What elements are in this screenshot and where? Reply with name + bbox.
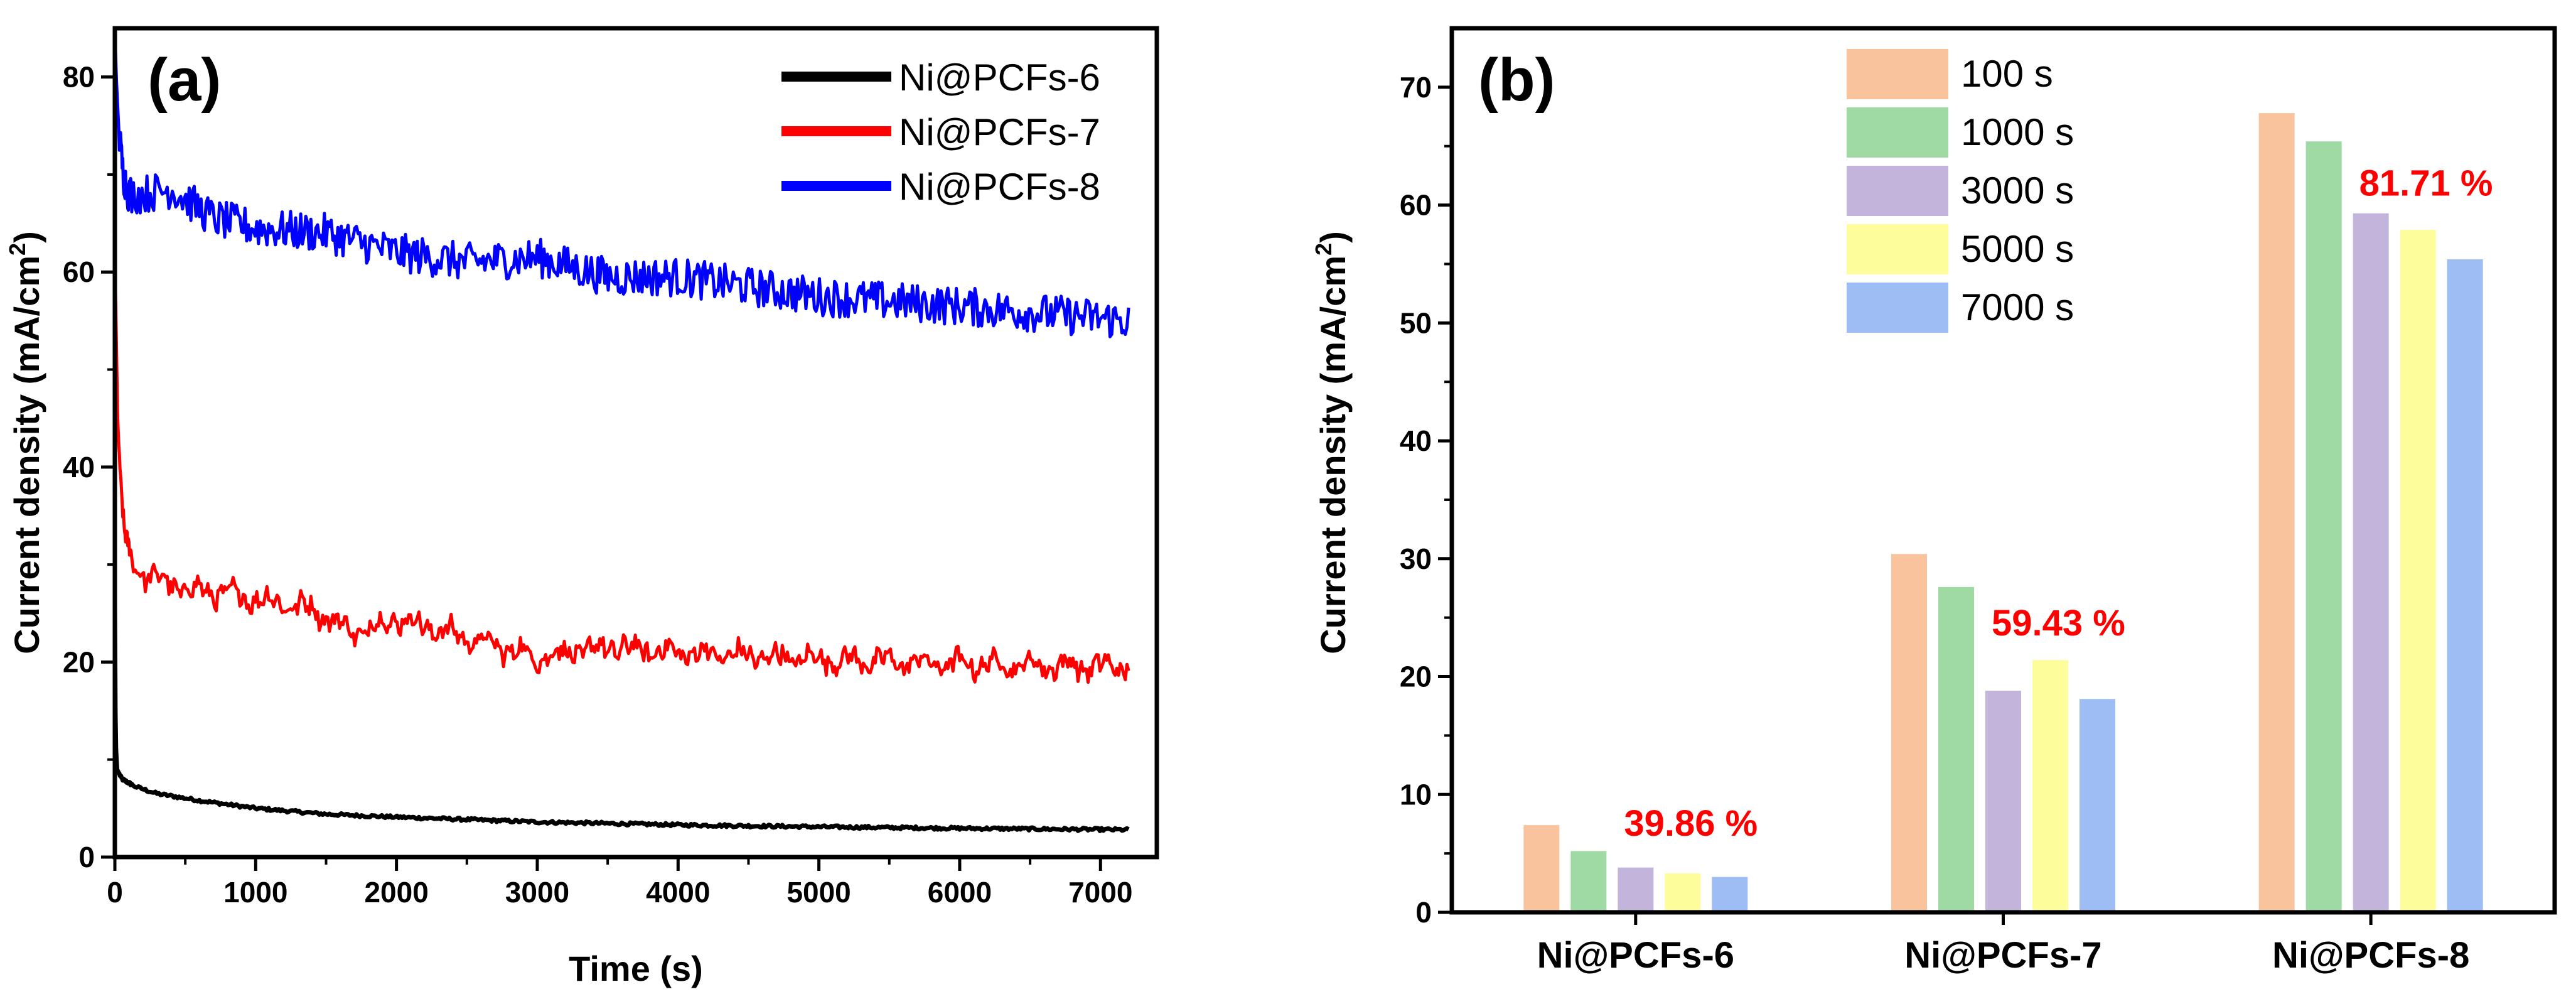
y-tick-label: 0 bbox=[78, 841, 95, 873]
legend-label: 1000 s bbox=[1961, 111, 2074, 153]
y-tick-label: 40 bbox=[63, 451, 95, 483]
bar bbox=[2305, 141, 2342, 912]
y-tick-label: 20 bbox=[1400, 661, 1432, 693]
bar bbox=[1570, 851, 1607, 912]
series-line-ni-pcfs-6 bbox=[112, 603, 1130, 833]
y-axis-title-main: Current density (mA/cm bbox=[1313, 256, 1353, 654]
y-tick-label: 60 bbox=[1400, 189, 1432, 222]
y-tick-label: 10 bbox=[1400, 778, 1432, 811]
bar bbox=[2353, 213, 2389, 912]
bar bbox=[1618, 867, 1654, 912]
bar bbox=[1938, 586, 1974, 912]
y-tick-label: 20 bbox=[63, 645, 95, 678]
legend-label: 5000 s bbox=[1961, 228, 2074, 270]
x-tick-label: 3000 bbox=[505, 876, 569, 909]
y-axis-title-superscript: 2 bbox=[4, 243, 30, 256]
y-tick-label: 40 bbox=[1400, 424, 1432, 457]
y-axis-title-main: Current density (mA/cm bbox=[7, 256, 46, 654]
legend-label: 7000 s bbox=[1961, 286, 2074, 328]
x-axis-title: Time (s) bbox=[569, 949, 703, 988]
bar bbox=[1523, 825, 1560, 912]
bar bbox=[1985, 691, 2021, 912]
category-label: Ni@PCFs-8 bbox=[2272, 935, 2469, 976]
y-axis-title-close: ) bbox=[7, 231, 46, 243]
plot-frame-a bbox=[112, 26, 1159, 860]
retention-annotation: 81.71 % bbox=[2359, 163, 2493, 204]
bar bbox=[1891, 554, 1927, 912]
category-label: Ni@PCFs-7 bbox=[1904, 935, 2101, 976]
legend-label: Ni@PCFs-7 bbox=[899, 111, 1100, 153]
x-tick-label: 0 bbox=[107, 876, 123, 909]
retention-annotation: 59.43 % bbox=[1992, 603, 2125, 644]
x-tick-label: 2000 bbox=[364, 876, 428, 909]
legend-swatch bbox=[1847, 224, 1948, 274]
panel-b-bar-chart: 0 10 20 30 40 50 60 70 Ni@PCFs-6 Ni@PCFs-7 Ni@PCFs… bbox=[1311, 26, 2557, 976]
panel-label-a: (a) bbox=[148, 46, 221, 114]
y-tick-label: 50 bbox=[1400, 306, 1432, 339]
bar bbox=[2447, 259, 2483, 913]
category-label: Ni@PCFs-6 bbox=[1537, 935, 1734, 976]
legend-swatch bbox=[1847, 49, 1948, 99]
legend-label: 100 s bbox=[1961, 53, 2053, 95]
bar bbox=[1665, 873, 1701, 912]
y-tick-label: 70 bbox=[1400, 71, 1432, 104]
bar bbox=[2080, 699, 2115, 912]
series-line-ni-pcfs-8 bbox=[113, 28, 1130, 338]
y-tick-label: 30 bbox=[1400, 542, 1432, 575]
y-axis-title: Current density (mA/cm2) bbox=[4, 231, 46, 654]
x-tick-label: 1000 bbox=[223, 876, 287, 909]
legend-swatch bbox=[1847, 283, 1948, 333]
y-axis-title-superscript: 2 bbox=[1311, 243, 1336, 256]
x-tick-label: 6000 bbox=[928, 876, 992, 909]
y-axis-title-close: ) bbox=[1313, 231, 1353, 243]
series-line-ni-pcfs-7 bbox=[113, 252, 1130, 684]
legend-swatch bbox=[1847, 107, 1948, 158]
legend-label: Ni@PCFs-6 bbox=[899, 57, 1100, 99]
panel-a-line-chart: 0 1000 2000 3000 4000 5000 6000 7000 0 20 40 60 80 Ti… bbox=[4, 26, 1159, 988]
bar bbox=[2032, 660, 2068, 912]
legend-label: Ni@PCFs-8 bbox=[899, 166, 1100, 208]
x-tick-label: 5000 bbox=[786, 876, 851, 909]
y-tick-label: 0 bbox=[1415, 896, 1432, 929]
y-tick-label: 80 bbox=[63, 61, 95, 94]
bar bbox=[2400, 230, 2436, 913]
bar bbox=[2258, 113, 2295, 913]
x-tick-label: 4000 bbox=[646, 876, 710, 909]
x-tick-label: 7000 bbox=[1068, 876, 1132, 909]
bar bbox=[1712, 877, 1748, 912]
y-tick-label: 60 bbox=[63, 256, 95, 288]
panel-label-b: (b) bbox=[1478, 46, 1555, 114]
legend-label: 3000 s bbox=[1961, 170, 2074, 212]
legend-swatch bbox=[1847, 166, 1948, 216]
y-axis-title: Current density (mA/cm2) bbox=[1311, 231, 1353, 654]
retention-annotation: 39.86 % bbox=[1624, 803, 1758, 844]
